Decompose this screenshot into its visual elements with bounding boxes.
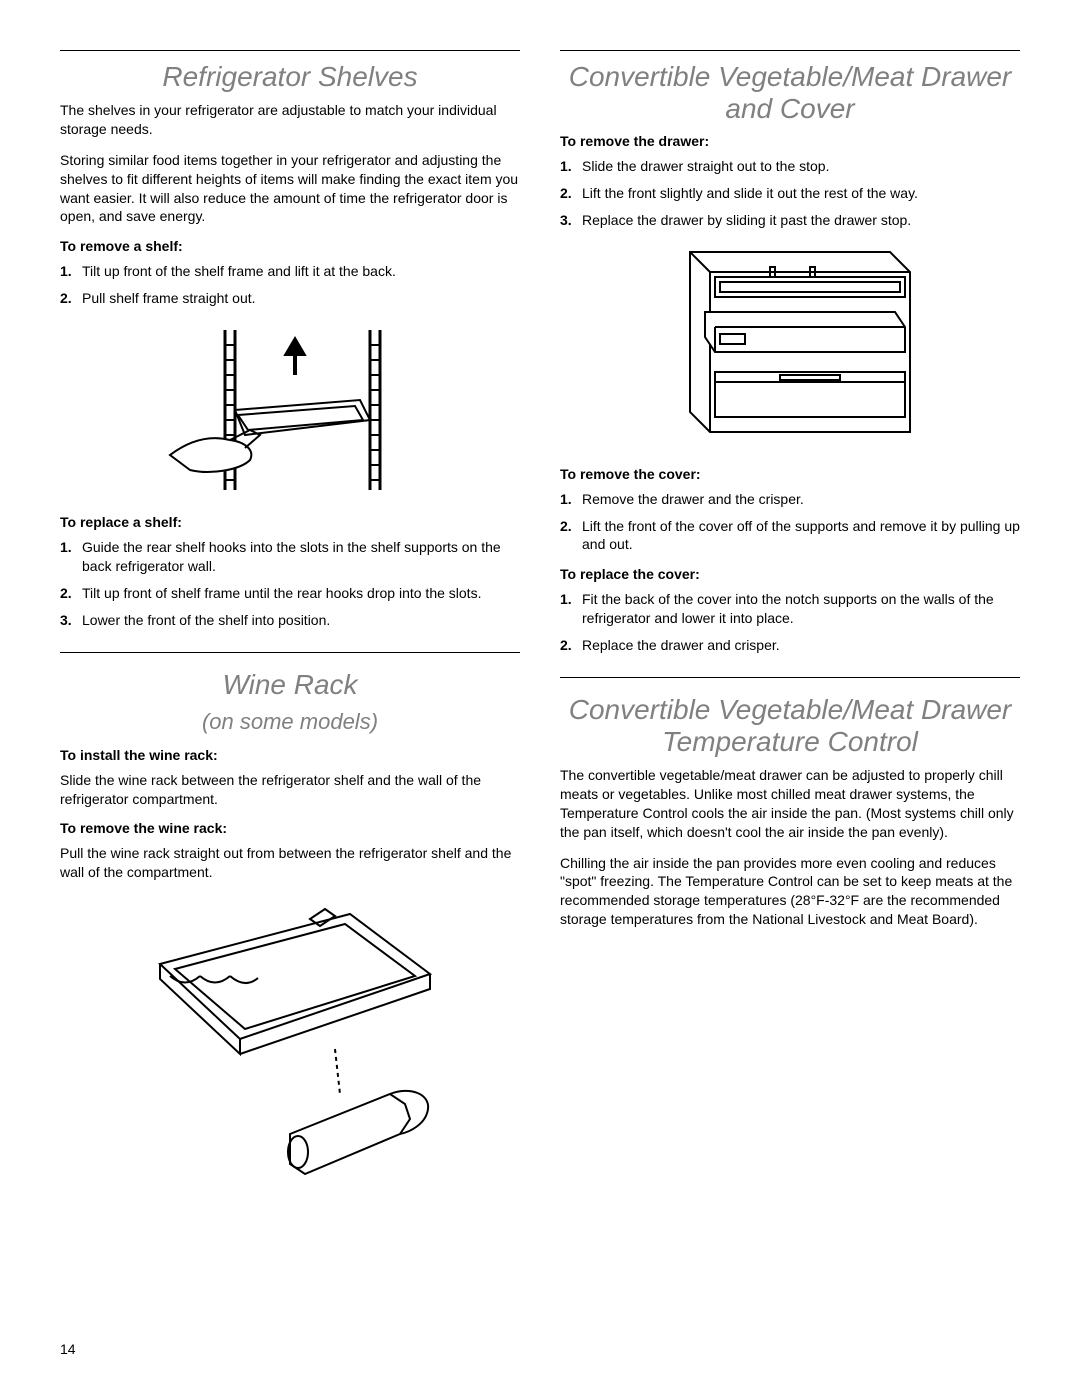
body-text: The shelves in your refrigerator are adj… bbox=[60, 101, 520, 139]
ordered-list: Remove the drawer and the crisper. Lift … bbox=[560, 490, 1020, 555]
body-text: Slide the wine rack between the refriger… bbox=[60, 771, 520, 809]
drawer-illustration bbox=[660, 242, 920, 452]
body-text: Pull the wine rack straight out from bet… bbox=[60, 844, 520, 882]
ordered-list: Tilt up front of the shelf frame and lif… bbox=[60, 262, 520, 308]
list-item: Slide the drawer straight out to the sto… bbox=[560, 157, 1020, 176]
shelf-removal-illustration bbox=[160, 320, 420, 500]
ordered-list: Slide the drawer straight out to the sto… bbox=[560, 157, 1020, 230]
left-column: Refrigerator Shelves The shelves in your… bbox=[60, 50, 520, 1228]
list-item: Replace the drawer and crisper. bbox=[560, 636, 1020, 655]
divider bbox=[560, 677, 1020, 678]
list-item: Replace the drawer by sliding it past th… bbox=[560, 211, 1020, 230]
body-text: Storing similar food items together in y… bbox=[60, 151, 520, 227]
ordered-list: Fit the back of the cover into the notch… bbox=[560, 590, 1020, 655]
sub-head-remove-wine: To remove the wine rack: bbox=[60, 820, 520, 836]
divider bbox=[560, 50, 1020, 51]
section-title-shelves: Refrigerator Shelves bbox=[60, 61, 520, 93]
list-item: Tilt up front of the shelf frame and lif… bbox=[60, 262, 520, 281]
list-item: Fit the back of the cover into the notch… bbox=[560, 590, 1020, 628]
list-item: Pull shelf frame straight out. bbox=[60, 289, 520, 308]
sub-head-install-wine: To install the wine rack: bbox=[60, 747, 520, 763]
list-item: Remove the drawer and the crisper. bbox=[560, 490, 1020, 509]
list-item: Lift the front of the cover off of the s… bbox=[560, 517, 1020, 555]
sub-head-replace-cover: To replace the cover: bbox=[560, 566, 1020, 582]
page-container: Refrigerator Shelves The shelves in your… bbox=[60, 50, 1020, 1228]
section-title-drawer-cover: Convertible Vegetable/Meat Drawer and Co… bbox=[560, 61, 1020, 125]
page-number: 14 bbox=[60, 1341, 76, 1357]
section-subtitle: (on some models) bbox=[60, 709, 520, 735]
list-item: Lower the front of the shelf into positi… bbox=[60, 611, 520, 630]
section-title-temp-control: Convertible Vegetable/Meat Drawer Temper… bbox=[560, 694, 1020, 758]
divider bbox=[60, 652, 520, 653]
right-column: Convertible Vegetable/Meat Drawer and Co… bbox=[560, 50, 1020, 1228]
section-title-wine-rack: Wine Rack bbox=[60, 669, 520, 701]
divider bbox=[60, 50, 520, 51]
sub-head-remove-cover: To remove the cover: bbox=[560, 466, 1020, 482]
body-text: The convertible vegetable/meat drawer ca… bbox=[560, 766, 1020, 842]
list-item: Guide the rear shelf hooks into the slot… bbox=[60, 538, 520, 576]
wine-rack-illustration bbox=[130, 894, 450, 1214]
sub-head-remove-shelf: To remove a shelf: bbox=[60, 238, 520, 254]
ordered-list: Guide the rear shelf hooks into the slot… bbox=[60, 538, 520, 630]
body-text: Chilling the air inside the pan provides… bbox=[560, 854, 1020, 930]
sub-head-replace-shelf: To replace a shelf: bbox=[60, 514, 520, 530]
sub-head-remove-drawer: To remove the drawer: bbox=[560, 133, 1020, 149]
list-item: Tilt up front of shelf frame until the r… bbox=[60, 584, 520, 603]
list-item: Lift the front slightly and slide it out… bbox=[560, 184, 1020, 203]
